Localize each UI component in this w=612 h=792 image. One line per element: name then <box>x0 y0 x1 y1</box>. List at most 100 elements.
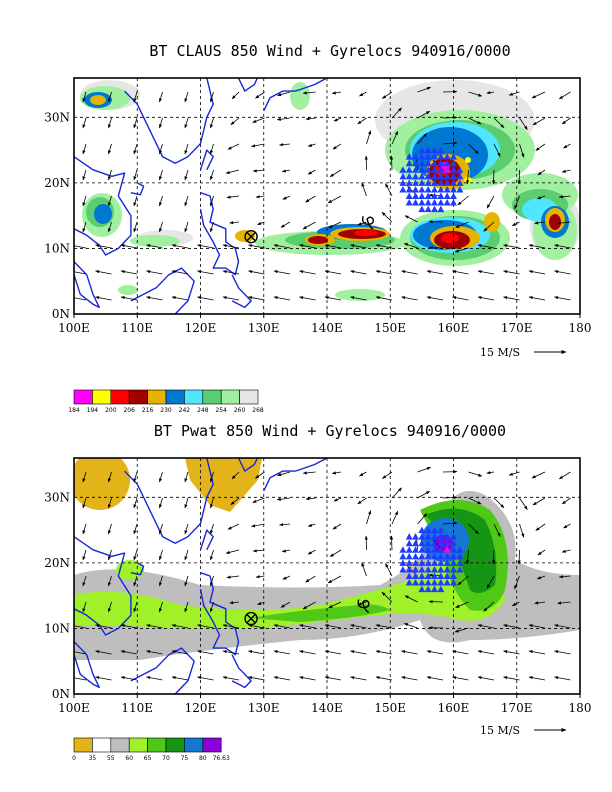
gyre-triangle <box>418 572 426 579</box>
gyre-triangle <box>399 185 407 193</box>
wind-vector <box>120 676 138 681</box>
wind-vector <box>299 244 316 249</box>
gyre-triangle <box>418 205 426 213</box>
gyre-triangle <box>450 539 457 547</box>
wind-vector <box>327 195 342 204</box>
wind-vector <box>281 169 291 173</box>
coastline <box>199 572 240 656</box>
gyre-triangle <box>424 559 432 566</box>
wind-vector <box>528 650 546 655</box>
colorbar-label: 260 <box>234 407 246 414</box>
gyre-triangle <box>424 565 432 573</box>
wind-vector <box>491 169 496 185</box>
wind-vector <box>328 221 342 229</box>
wind-vector <box>417 466 432 473</box>
wind-vector <box>375 676 393 681</box>
gyre-triangle <box>405 159 413 167</box>
wind-vector <box>159 523 163 535</box>
wind-vector <box>210 195 214 207</box>
wind-vector <box>257 221 265 225</box>
lon-tick-label: 180 <box>569 701 592 715</box>
gyre-triangle <box>405 552 413 560</box>
wind-vector <box>537 549 546 556</box>
wind-vector <box>184 575 189 587</box>
wind-vector <box>554 624 571 629</box>
colorbar-label: 184 <box>68 407 80 414</box>
gyre-triangle <box>424 172 432 180</box>
wind-vector <box>120 296 138 301</box>
gyre-triangle <box>418 546 426 553</box>
gyre-triangle <box>437 205 445 213</box>
gyre-triangle <box>450 552 457 560</box>
lat-tick-label: 20N <box>44 176 70 190</box>
gyre-triangle <box>405 533 413 540</box>
wind-vector <box>299 270 316 275</box>
wind-vector <box>534 221 546 225</box>
gyre-triangle <box>424 192 432 199</box>
typhoon-symbol <box>361 216 374 230</box>
wind-vector <box>222 650 240 655</box>
wind-vector <box>251 523 265 528</box>
wind-vector <box>282 195 291 200</box>
gyre-triangle <box>405 153 413 160</box>
wind-vector <box>426 676 444 681</box>
wind-vector <box>171 624 189 629</box>
gyre-triangle <box>399 166 407 173</box>
gyre-triangle <box>431 172 439 180</box>
gyre-triangle <box>405 166 413 173</box>
wind-vector <box>197 296 214 301</box>
wind-vector <box>184 169 189 181</box>
colorbar-swatch <box>165 389 185 405</box>
wind-vector <box>417 513 428 525</box>
coastline <box>231 654 252 689</box>
wind-vector <box>197 270 214 275</box>
gyre-triangle <box>450 533 457 540</box>
wind-vector <box>466 549 470 565</box>
wind-vector <box>133 601 138 613</box>
gyre-triangle <box>443 185 451 193</box>
wind-vector <box>252 497 265 503</box>
wind-vector <box>276 497 291 501</box>
coastline <box>124 458 214 544</box>
wind-vector <box>146 676 163 681</box>
wind-vector <box>108 195 112 207</box>
gyre-triangle <box>424 552 432 560</box>
gyre-triangle <box>431 146 439 154</box>
lat-tick-label: 0N <box>52 307 70 321</box>
wind-vector <box>222 296 240 301</box>
wind-vector <box>184 549 189 561</box>
wind-vector <box>159 117 163 129</box>
gyre-triangle <box>431 199 439 206</box>
wind-vector <box>452 270 469 275</box>
wind-vector <box>197 676 214 681</box>
wind-vector <box>535 143 546 151</box>
coastline <box>263 78 328 112</box>
gyre-triangle <box>431 579 439 586</box>
wind-vector <box>227 143 240 150</box>
gyre-triangle <box>418 199 426 206</box>
wind-vector <box>357 497 367 505</box>
wind-vector <box>366 510 372 525</box>
wind-vector <box>331 91 342 95</box>
gyre-triangle <box>412 533 420 540</box>
coastline <box>237 78 259 92</box>
wind-vector <box>350 296 367 301</box>
wind-vector <box>561 497 571 505</box>
gyre-triangle <box>424 146 432 154</box>
wind-vector <box>491 549 496 565</box>
colorbar-swatch <box>92 737 112 753</box>
wind-vector <box>82 117 87 129</box>
colorbar-swatch <box>128 389 148 405</box>
gyre-center-triangle <box>443 545 452 553</box>
wind-vector <box>280 221 291 228</box>
gyre-triangle <box>418 146 426 154</box>
wind-vector <box>74 625 87 629</box>
wind-vector <box>486 470 495 475</box>
gyre-triangle <box>424 199 432 206</box>
wind-vector <box>404 215 418 223</box>
wind-vector <box>273 270 291 275</box>
wind-vector <box>375 270 393 275</box>
wind-vector <box>417 110 431 119</box>
wind-vector <box>82 575 87 587</box>
gyre-triangle <box>424 159 432 167</box>
